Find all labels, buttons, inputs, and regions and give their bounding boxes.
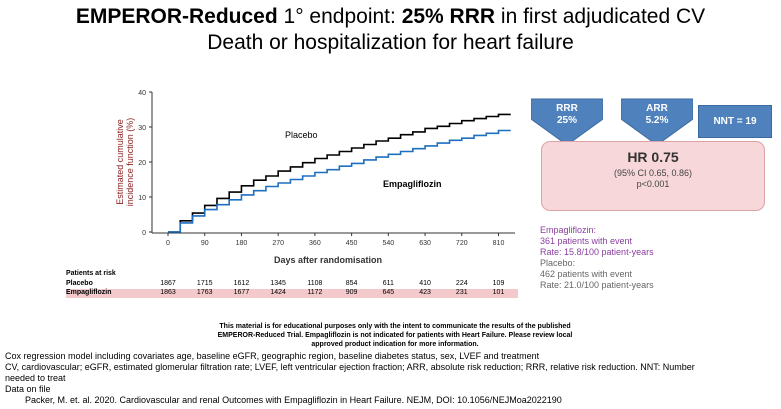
empagliflozin-series-label: Empagliflozin — [383, 179, 442, 189]
disclaimer-line: This material is for educational purpose… — [219, 323, 571, 330]
x-tick-label: 360 — [309, 240, 321, 247]
series-line-empagliflozin — [168, 129, 511, 233]
risk-cell: 1863 — [160, 289, 176, 296]
hazard-ratio-box: HR 0.75 (95% CI 0.65, 0.86) p<0.001 — [541, 141, 765, 211]
emp-rate-label: Empagliflozin: — [540, 225, 597, 235]
rrr-callout: RRR 25% — [531, 97, 603, 147]
y-axis-label: Estimated cumulativeincidence function (… — [115, 118, 135, 207]
rrr-label: RRR 25% — [531, 103, 603, 127]
risk-cell: 109 — [492, 280, 505, 287]
risk-cell: 1612 — [233, 280, 250, 287]
x-tick-label: 630 — [419, 240, 431, 247]
placebo-rate-value: Rate: 21.0/100 patient-years — [540, 280, 654, 290]
arr-arrow-shape — [621, 98, 693, 146]
slide-title: EMPEROR-Reduced 1° endpoint: 25% RRR in … — [0, 4, 781, 56]
hazard-ratio-ci: (95% CI 0.65, 0.86) — [613, 168, 693, 178]
title-line-2: Death or hospitalization for heart failu… — [207, 31, 574, 54]
reference-citation: Packer, M. et. al. 2020. Cardiovascular … — [25, 395, 562, 405]
x-tick-label: 270 — [272, 240, 284, 247]
title-rrr: 25% RRR — [401, 5, 496, 28]
title-endpoint-text: 1° endpoint: — [277, 5, 402, 28]
risk-cell: 101 — [492, 289, 505, 296]
risk-cell: 1677 — [233, 289, 250, 296]
abbrev-line: CV, cardiovascular; eGFR, estimated glom… — [5, 362, 695, 372]
risk-cell: 224 — [455, 280, 468, 287]
risk-row-empagliflozin: Empagliflozin 1863 1763 1677 1424 1172 909 645… — [66, 289, 518, 298]
risk-cell: 1108 — [307, 280, 323, 287]
abbrev-line: needed to treat — [5, 373, 66, 383]
emp-rate-value: Rate: 15.8/100 patient-years — [540, 247, 654, 257]
event-rates: Empagliflozin: 361 patients with event R… — [540, 225, 654, 291]
risk-cell: 909 — [345, 289, 358, 296]
rrr-value: 25% — [556, 115, 577, 126]
arr-callout: ARR 5.2% — [621, 97, 693, 147]
risk-cell: 611 — [382, 280, 394, 287]
title-trial-name: EMPEROR-Reduced — [75, 5, 278, 28]
risk-row-label: Empagliflozin — [66, 289, 112, 296]
risk-cell: 1424 — [270, 289, 286, 296]
risk-cell: 645 — [382, 289, 395, 296]
rrr-title: RRR — [556, 103, 578, 114]
risk-cell: 1172 — [307, 289, 323, 296]
risk-cell: 423 — [419, 289, 431, 296]
disclaimer: This material is for educational purpose… — [185, 322, 605, 349]
arr-label: ARR 5.2% — [621, 103, 693, 127]
risk-cell: 1345 — [270, 280, 286, 287]
emp-rate-events: 361 patients with event — [540, 236, 633, 246]
x-tick-label: 810 — [493, 240, 505, 247]
placebo-rate-label: Placebo: — [540, 258, 576, 268]
risk-cell: 1715 — [196, 280, 213, 287]
risk-table-header: Patients at risk — [66, 270, 116, 277]
y-tick-label: 0 — [142, 230, 146, 237]
x-tick-label: 0 — [166, 240, 170, 247]
risk-cell: 231 — [455, 289, 468, 296]
abbrev-line: Cox regression model including covariate… — [5, 351, 540, 361]
y-tick-label: 10 — [138, 195, 146, 202]
abbrev-line: Data on file — [5, 384, 51, 394]
hazard-ratio-p: p<0.001 — [636, 179, 670, 189]
disclaimer-line: EMPEROR-Reduced Trial. Empagliflozin is … — [217, 332, 573, 339]
y-tick-label: 30 — [138, 125, 146, 132]
risk-row-placebo: Placebo 1867 1715 1612 1345 1108 854 611 410 224… — [66, 280, 518, 289]
x-tick-label: 720 — [456, 240, 468, 247]
placebo-series-label: Placebo — [285, 130, 318, 140]
x-ticks: 0 90 180 270 360 450 540 630 720 810 — [166, 233, 504, 247]
title-cv-text: in first adjudicated CV — [495, 5, 706, 28]
series-lines — [168, 113, 511, 233]
y-ticks: 0 10 20 30 40 — [138, 90, 152, 237]
hazard-ratio-value: HR 0.75 — [627, 149, 679, 165]
risk-row-label: Placebo — [66, 280, 93, 287]
risk-cell: 854 — [345, 280, 358, 287]
rrr-arrow-shape — [531, 98, 603, 146]
abbreviations-note: Cox regression model including covariate… — [5, 351, 775, 395]
placebo-rate-events: 462 patients with event — [540, 269, 633, 279]
y-tick-label: 40 — [138, 90, 146, 97]
y-tick-label: 20 — [138, 160, 146, 167]
x-axis-label: Days after randomisation — [274, 255, 382, 265]
arr-title: ARR — [646, 103, 668, 114]
arr-value: 5.2% — [645, 115, 669, 126]
disclaimer-line: approved product indication for more inf… — [311, 341, 479, 348]
x-tick-label: 450 — [346, 240, 358, 247]
x-tick-label: 90 — [201, 240, 209, 247]
risk-cell: 1763 — [196, 289, 213, 296]
nnt-box: NNT = 19 — [698, 105, 772, 138]
series-line-placebo — [168, 113, 511, 233]
x-tick-label: 540 — [382, 240, 394, 247]
risk-cell: 410 — [419, 280, 431, 287]
x-tick-label: 180 — [236, 240, 248, 247]
title-line-1: EMPEROR-Reduced 1° endpoint: 25% RRR in … — [0, 4, 781, 30]
risk-cell: 1867 — [160, 280, 176, 287]
